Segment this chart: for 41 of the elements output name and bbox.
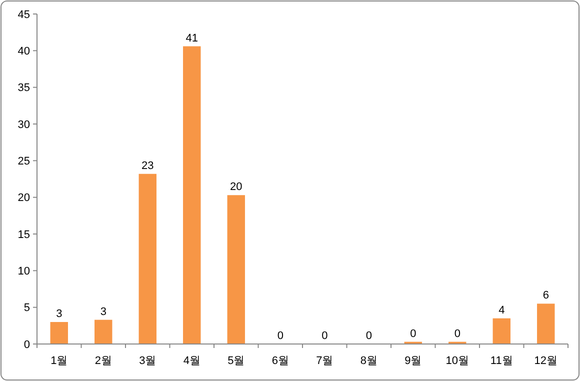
data-label: 23 [142, 160, 154, 172]
x-tick-label: 8월 [360, 355, 378, 367]
y-tick-label: 45 [18, 8, 30, 21]
y-tick-label: 0 [24, 338, 30, 351]
bar [183, 46, 201, 344]
x-tick-label: 9월 [404, 355, 422, 367]
x-tick-label: 6월 [272, 355, 289, 367]
x-tick-label: 7월 [316, 355, 334, 367]
x-tick-label: 4월 [183, 355, 200, 367]
data-label: 0 [366, 330, 372, 342]
bar [94, 320, 112, 344]
y-tick-label: 40 [18, 46, 30, 58]
bar [50, 322, 68, 344]
bar [492, 318, 510, 344]
bar [138, 174, 156, 344]
bar [537, 304, 555, 344]
y-tick-label: 35 [18, 82, 30, 94]
x-tick-label: 5월 [228, 355, 245, 367]
x-tick-label: 2월 [94, 355, 112, 367]
data-label: 3 [100, 306, 106, 318]
data-label: 0 [322, 330, 328, 342]
bar [227, 195, 245, 344]
data-label: 41 [186, 32, 198, 44]
y-tick-label: 10 [18, 266, 30, 278]
data-label: 6 [542, 290, 549, 302]
data-label: 3 [56, 308, 62, 320]
x-tick-label: 10월 [446, 355, 469, 367]
data-label: 0 [277, 330, 284, 342]
data-label: 4 [498, 304, 505, 316]
data-label: 0 [410, 328, 416, 340]
data-label: 20 [230, 181, 242, 194]
x-tick-label: 1월 [50, 355, 68, 367]
x-tick-label: 3월 [139, 355, 156, 367]
x-tick-label: 12월 [534, 355, 558, 367]
y-tick-label: 5 [24, 302, 30, 314]
y-tick-label: 20 [18, 192, 30, 204]
y-tick-label: 25 [18, 156, 30, 168]
x-tick-label: 11월 [490, 355, 513, 367]
y-tick-label: 15 [18, 228, 30, 241]
y-tick-label: 30 [18, 118, 30, 131]
data-label: 0 [454, 328, 460, 340]
